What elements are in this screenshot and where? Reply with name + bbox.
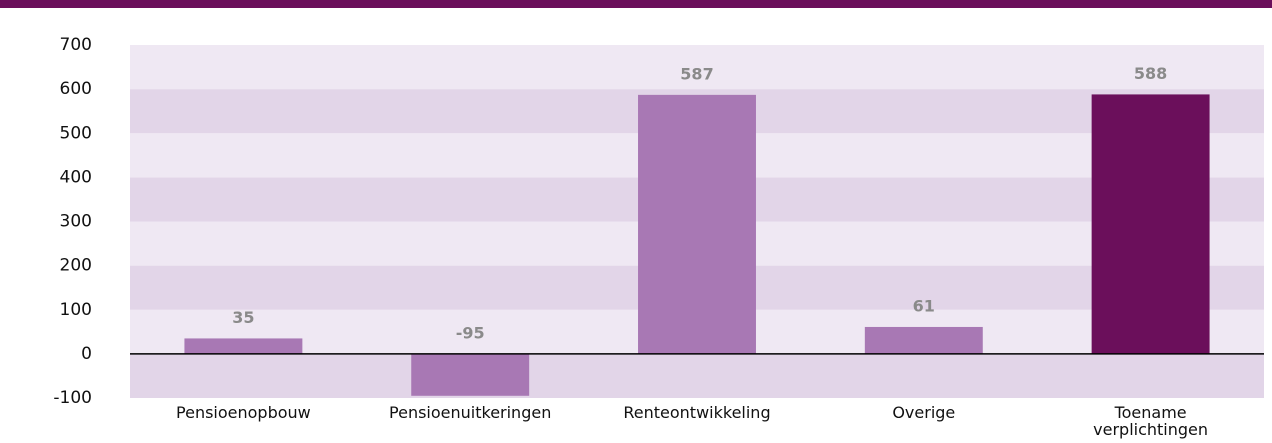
y-tick-label: 100 bbox=[60, 300, 92, 320]
y-tick-label: 200 bbox=[60, 256, 92, 276]
y-tick-label: 0 bbox=[81, 344, 92, 364]
bar bbox=[864, 326, 983, 354]
value-label: 587 bbox=[680, 64, 713, 83]
y-tick-label: 400 bbox=[60, 167, 92, 187]
x-tick-label: Toename verplichtingen bbox=[1093, 403, 1209, 439]
x-tick-label: Pensioenopbouw bbox=[176, 403, 311, 422]
value-label: -95 bbox=[456, 323, 485, 342]
grid-stripe bbox=[130, 45, 1264, 90]
top-band bbox=[0, 0, 1272, 8]
y-tick-label: 500 bbox=[60, 123, 92, 143]
y-tick-label: -100 bbox=[53, 388, 92, 408]
y-tick-label: 600 bbox=[60, 79, 92, 99]
value-label: 588 bbox=[1134, 64, 1167, 83]
bar bbox=[638, 94, 756, 354]
y-tick-label: 300 bbox=[60, 212, 92, 232]
grid-stripe bbox=[130, 353, 1264, 398]
value-label: 35 bbox=[232, 308, 254, 327]
y-tick-label: 700 bbox=[60, 35, 92, 55]
x-tick-label: Overige bbox=[892, 403, 956, 422]
value-label: 61 bbox=[913, 296, 935, 315]
bar bbox=[411, 353, 530, 396]
bar bbox=[184, 338, 303, 354]
x-tick-label: Pensioenuitkeringen bbox=[389, 403, 552, 422]
bar bbox=[1091, 94, 1210, 354]
x-tick-label: Renteontwikkeling bbox=[623, 403, 771, 422]
